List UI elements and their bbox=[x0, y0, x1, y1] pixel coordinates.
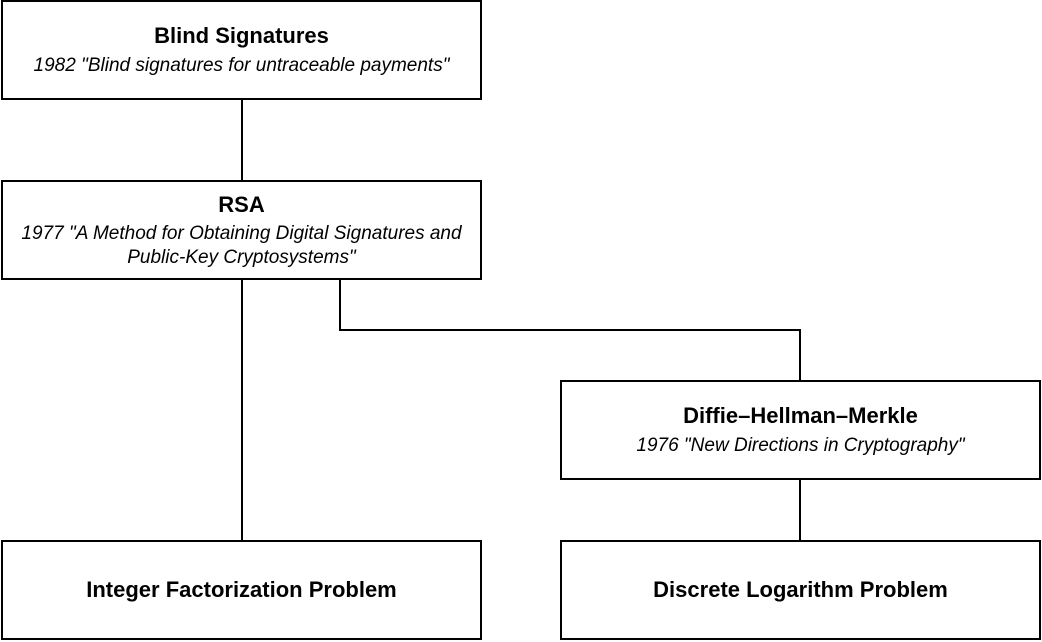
node-blind-signatures: Blind Signatures 1982 "Blind signatures … bbox=[1, 0, 482, 100]
node-subtitle: 1977 "A Method for Obtaining Digital Sig… bbox=[13, 222, 470, 270]
node-title: Blind Signatures bbox=[154, 22, 329, 50]
node-title: Discrete Logarithm Problem bbox=[653, 576, 948, 604]
node-rsa: RSA 1977 "A Method for Obtaining Digital… bbox=[1, 180, 482, 280]
node-title: Diffie–Hellman–Merkle bbox=[683, 402, 918, 430]
node-diffie-hellman-merkle: Diffie–Hellman–Merkle 1976 "New Directio… bbox=[560, 380, 1041, 480]
edge bbox=[340, 280, 800, 380]
node-title: Integer Factorization Problem bbox=[86, 576, 397, 604]
node-discrete-logarithm-problem: Discrete Logarithm Problem bbox=[560, 540, 1041, 640]
node-integer-factorization-problem: Integer Factorization Problem bbox=[1, 540, 482, 640]
node-title: RSA bbox=[218, 191, 264, 219]
node-subtitle: 1982 "Blind signatures for untraceable p… bbox=[34, 54, 450, 78]
node-subtitle: 1976 "New Directions in Cryptography" bbox=[636, 434, 964, 458]
diagram-canvas: Blind Signatures 1982 "Blind signatures … bbox=[0, 0, 1042, 642]
